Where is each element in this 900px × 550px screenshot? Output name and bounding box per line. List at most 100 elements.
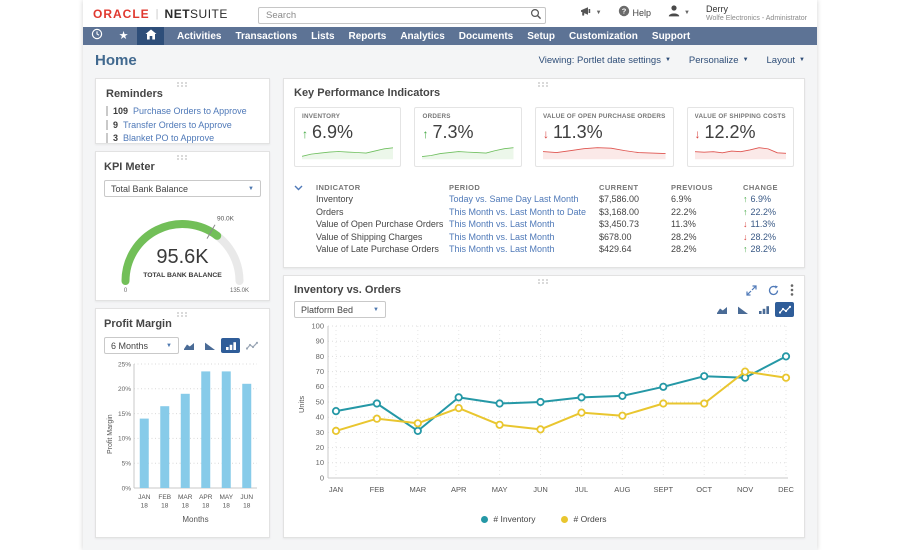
viewing-menu[interactable]: Viewing: Portlet date settings ▼ bbox=[539, 55, 671, 66]
kpi-table-header-row: INDICATORPERIODCURRENTPREVIOUSCHANGE bbox=[294, 178, 794, 193]
nav-item-reports[interactable]: Reports bbox=[342, 31, 394, 42]
layout-menu[interactable]: Layout ▼ bbox=[767, 55, 805, 66]
svg-text:50: 50 bbox=[316, 397, 324, 406]
portlet-drag-handle[interactable] bbox=[177, 82, 189, 88]
chart-type-area-icon[interactable] bbox=[179, 338, 198, 353]
chart-type-bar-icon[interactable] bbox=[221, 338, 240, 353]
reminder-item[interactable]: 9Transfer Orders to Approve bbox=[106, 120, 259, 130]
search-input[interactable] bbox=[258, 7, 546, 24]
profit-bar-mar[interactable] bbox=[181, 394, 190, 488]
cell-period-link[interactable]: Today vs. Same Day Last Month bbox=[449, 194, 599, 204]
reminder-item[interactable]: 3Blanket PO to Approve bbox=[106, 133, 259, 143]
portlet-drag-handle[interactable] bbox=[177, 312, 189, 318]
cell-previous: 28.2% bbox=[671, 232, 743, 242]
profit-bar-feb[interactable] bbox=[160, 406, 169, 488]
chart-type-pie-icon[interactable] bbox=[200, 338, 219, 353]
chart-type-pie-icon[interactable] bbox=[733, 302, 752, 317]
kpi-table-row: Value of Open Purchase OrdersThis Month … bbox=[294, 218, 794, 231]
data-point[interactable] bbox=[537, 426, 543, 432]
data-point[interactable] bbox=[660, 400, 666, 406]
profit-bar-jan[interactable] bbox=[140, 419, 149, 488]
nav-item-lists[interactable]: Lists bbox=[304, 31, 341, 42]
nav-item-analytics[interactable]: Analytics bbox=[393, 31, 451, 42]
data-point[interactable] bbox=[456, 394, 462, 400]
kpi-tile-orders[interactable]: ORDERS↑7.3% bbox=[414, 107, 521, 167]
cell-period-link[interactable]: This Month vs. Last Month bbox=[449, 244, 599, 254]
search-icon[interactable] bbox=[530, 7, 542, 25]
data-point[interactable] bbox=[333, 408, 339, 414]
data-point[interactable] bbox=[333, 428, 339, 434]
data-point[interactable] bbox=[701, 373, 707, 379]
recent-records-button[interactable] bbox=[83, 27, 110, 45]
portlet-drag-handle[interactable] bbox=[538, 82, 550, 88]
column-header[interactable]: CURRENT bbox=[599, 183, 671, 192]
data-point[interactable] bbox=[783, 375, 789, 381]
profit-bar-may[interactable] bbox=[222, 371, 231, 488]
data-point[interactable] bbox=[415, 420, 421, 426]
refresh-icon[interactable] bbox=[768, 285, 779, 296]
data-point[interactable] bbox=[374, 400, 380, 406]
help-button[interactable]: ? Help bbox=[618, 4, 652, 22]
data-point[interactable] bbox=[496, 400, 502, 406]
data-point[interactable] bbox=[374, 416, 380, 422]
reminder-count: 109 bbox=[113, 106, 128, 116]
data-point[interactable] bbox=[619, 413, 625, 419]
kebab-menu-icon[interactable] bbox=[790, 284, 794, 296]
favorites-button[interactable]: ★ bbox=[110, 27, 137, 45]
kpi-tile-inventory[interactable]: INVENTORY↑6.9% bbox=[294, 107, 401, 167]
column-header[interactable]: INDICATOR bbox=[316, 183, 449, 192]
svg-text:JUN: JUN bbox=[240, 494, 253, 501]
chevron-down-icon[interactable] bbox=[294, 178, 316, 196]
nav-item-support[interactable]: Support bbox=[645, 31, 697, 42]
cell-period-link[interactable]: This Month vs. Last Month to Date bbox=[449, 207, 599, 217]
oracle-netsuite-logo[interactable]: ORACLE | NETSUITE bbox=[93, 5, 228, 23]
data-point[interactable] bbox=[496, 422, 502, 428]
nav-item-customization[interactable]: Customization bbox=[562, 31, 645, 42]
data-point[interactable] bbox=[660, 384, 666, 390]
data-point[interactable] bbox=[619, 393, 625, 399]
column-header[interactable]: PERIOD bbox=[449, 183, 599, 192]
personalize-menu[interactable]: Personalize ▼ bbox=[689, 55, 749, 66]
announcements-menu[interactable]: ▼ bbox=[580, 4, 602, 22]
data-point[interactable] bbox=[415, 428, 421, 434]
portlet-drag-handle[interactable] bbox=[177, 155, 189, 161]
cell-period-link[interactable]: This Month vs. Last Month bbox=[449, 219, 599, 229]
kpi-tile-label: VALUE OF OPEN PURCHASE ORDERS bbox=[543, 113, 666, 120]
reminder-item[interactable]: 109Purchase Orders to Approve bbox=[106, 106, 259, 116]
nav-item-activities[interactable]: Activities bbox=[170, 31, 228, 42]
data-point[interactable] bbox=[537, 399, 543, 405]
profit-margin-range-select[interactable]: 6 Months ▼ bbox=[104, 337, 179, 354]
legend-item[interactable]: # Orders bbox=[561, 514, 606, 524]
svg-text:MAY: MAY bbox=[219, 494, 233, 501]
legend-item[interactable]: # Inventory bbox=[481, 514, 535, 524]
portlet-drag-handle[interactable] bbox=[538, 279, 550, 285]
expand-icon[interactable] bbox=[746, 285, 757, 296]
user-menu[interactable]: ▼ bbox=[667, 4, 690, 22]
chart-type-line-icon[interactable] bbox=[775, 302, 794, 317]
arrow-up-icon: ↑ bbox=[743, 244, 748, 254]
kpi-tile-value-of-shipping-costs[interactable]: VALUE OF SHIPPING COSTS↓12.2% bbox=[687, 107, 794, 167]
column-header[interactable]: PREVIOUS bbox=[671, 183, 743, 192]
data-point[interactable] bbox=[578, 409, 584, 415]
chart-type-line-icon[interactable] bbox=[242, 338, 261, 353]
data-point[interactable] bbox=[456, 405, 462, 411]
data-point[interactable] bbox=[783, 353, 789, 359]
product-select[interactable]: Platform Bed ▼ bbox=[294, 301, 386, 318]
profit-bar-apr[interactable] bbox=[201, 371, 210, 488]
data-point[interactable] bbox=[701, 400, 707, 406]
nav-item-setup[interactable]: Setup bbox=[520, 31, 562, 42]
nav-item-documents[interactable]: Documents bbox=[452, 31, 520, 42]
cell-period-link[interactable]: This Month vs. Last Month bbox=[449, 232, 599, 242]
kpi-tile-value-of-open-purchase-orders[interactable]: VALUE OF OPEN PURCHASE ORDERS↓11.3% bbox=[535, 107, 674, 167]
svg-text:30: 30 bbox=[316, 428, 324, 437]
profit-bar-jun[interactable] bbox=[242, 384, 251, 488]
data-point[interactable] bbox=[742, 368, 748, 374]
nav-item-transactions[interactable]: Transactions bbox=[228, 31, 304, 42]
column-header[interactable]: CHANGE bbox=[743, 183, 796, 192]
data-point[interactable] bbox=[578, 394, 584, 400]
chart-type-bar-icon[interactable] bbox=[754, 302, 773, 317]
home-tab[interactable] bbox=[137, 27, 164, 45]
chart-type-area-icon[interactable] bbox=[712, 302, 731, 317]
chevron-down-icon: ▼ bbox=[799, 57, 805, 63]
kpi-meter-metric-select[interactable]: Total Bank Balance ▼ bbox=[104, 180, 261, 197]
